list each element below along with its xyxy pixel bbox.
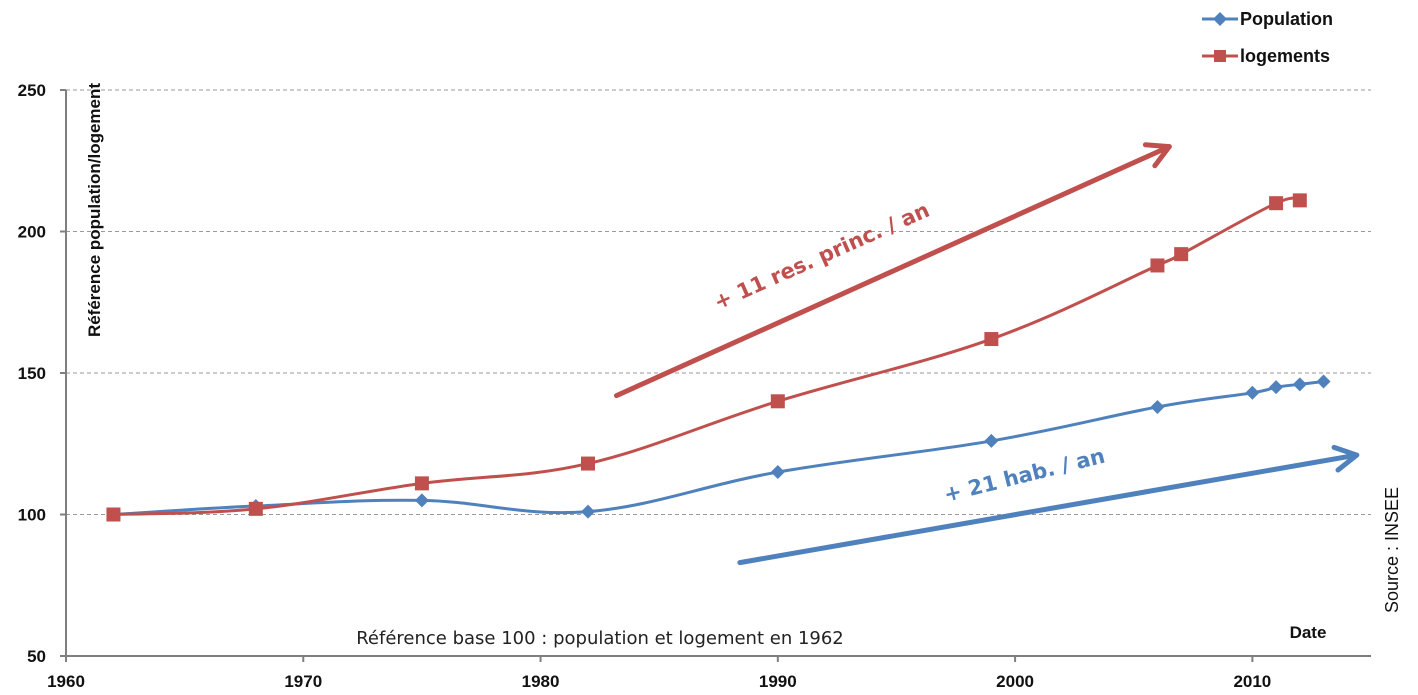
gridlines <box>66 89 1371 515</box>
legend-marker-diamond <box>1213 12 1227 26</box>
data-point-logements <box>106 507 121 522</box>
x-tick-label: 2010 <box>1233 672 1271 691</box>
x-tick-label: 2000 <box>996 672 1034 691</box>
trend-arrows <box>613 142 1360 566</box>
data-point-population <box>1316 374 1331 389</box>
x-tick-label: 1970 <box>284 672 322 691</box>
y-tick-label: 150 <box>18 364 46 383</box>
data-point-population <box>1150 399 1165 414</box>
x-tick-label: 1960 <box>47 672 85 691</box>
data-point-logements <box>414 476 429 491</box>
blue-trend-arrow-head <box>1331 444 1360 473</box>
data-point-logements <box>984 332 999 347</box>
y-tick-labels: 50 100 150 200 250 <box>18 81 46 666</box>
y-tick-label: 50 <box>27 647 46 666</box>
x-axis-label: Date <box>1290 623 1327 642</box>
red-arrow-label: + 11 res. princ. / an <box>710 198 933 315</box>
red-trend-arrow-head <box>1142 142 1172 169</box>
data-point-logements <box>1174 247 1189 262</box>
y-axis-label: Référence population/logement <box>85 83 104 337</box>
legend-label-population: Population <box>1240 9 1333 29</box>
x-tick-label: 1990 <box>759 672 797 691</box>
legend-marker-square <box>1214 50 1226 62</box>
legend-label-logements: logements <box>1240 46 1330 66</box>
data-point-population <box>1245 385 1260 400</box>
axes <box>60 89 1371 662</box>
data-point-logements <box>1269 196 1284 211</box>
data-point-population <box>414 493 429 508</box>
y-tick-label: 200 <box>18 223 46 242</box>
base-note: Référence base 100 : population et logem… <box>356 628 844 649</box>
data-point-logements <box>770 394 785 409</box>
data-point-logements <box>1292 193 1307 208</box>
legend: Population logements <box>1202 9 1333 66</box>
data-point-population <box>984 433 999 448</box>
y-tick-label: 100 <box>18 506 46 525</box>
data-point-logements <box>581 456 595 471</box>
x-tick-label: 1980 <box>522 672 560 691</box>
x-tick-labels: 1960 1970 1980 1990 2000 2010 <box>47 672 1271 691</box>
data-point-population <box>1292 377 1307 392</box>
data-point-population <box>770 465 785 480</box>
source-label: Source : INSEE <box>1382 487 1402 613</box>
data-point-logements <box>248 501 263 516</box>
data-point-logements <box>1150 258 1165 273</box>
data-point-population <box>1269 380 1284 395</box>
y-tick-label: 250 <box>18 81 46 100</box>
blue-arrow-label: + 21 hab. / an <box>941 444 1107 507</box>
red-trend-arrow <box>613 144 1172 399</box>
data-series <box>106 193 1331 522</box>
data-point-population <box>581 504 595 519</box>
blue-trend-arrow <box>737 452 1360 566</box>
